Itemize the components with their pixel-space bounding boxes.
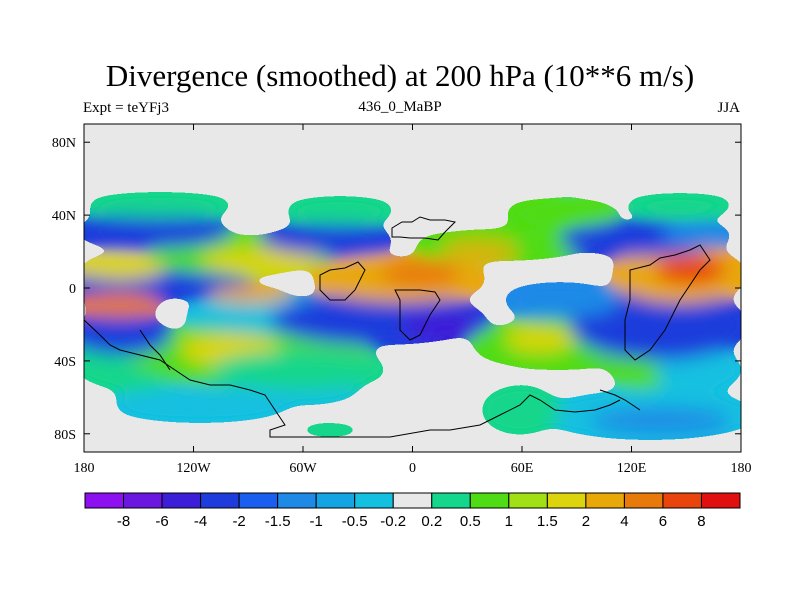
coastline bbox=[391, 216, 457, 241]
coastline bbox=[599, 389, 641, 411]
colorbar-label: -1 bbox=[310, 513, 323, 530]
field-feature bbox=[110, 387, 290, 423]
field-feature bbox=[200, 248, 320, 272]
lat-tick-label: 40S bbox=[54, 355, 76, 370]
colorbar-swatch bbox=[315, 492, 356, 509]
colorbar-swatch bbox=[585, 492, 625, 509]
colorbar-label: 1.5 bbox=[537, 513, 558, 530]
colorbar-swatch bbox=[123, 492, 163, 509]
colorbar-label: -4 bbox=[194, 513, 207, 530]
colorbar-label: 0.5 bbox=[460, 513, 481, 530]
coastline bbox=[624, 244, 711, 361]
colorbar-label: -0.2 bbox=[380, 513, 406, 530]
field-feature bbox=[590, 408, 730, 432]
colorbar-swatch bbox=[623, 492, 664, 509]
field-feature bbox=[500, 282, 620, 318]
colorbar-label: 1 bbox=[505, 513, 513, 530]
lon-tick-label: 120E bbox=[617, 461, 647, 476]
colorbar-swatch bbox=[546, 492, 587, 509]
colorbar-label: -8 bbox=[117, 513, 130, 530]
field-feature bbox=[84, 293, 160, 317]
lon-tick-label: 120W bbox=[176, 461, 211, 476]
lon-tick-label: 0 bbox=[409, 461, 416, 476]
field-feature bbox=[84, 216, 230, 248]
field-feature bbox=[480, 385, 560, 435]
colorbar-swatch bbox=[469, 492, 510, 509]
field-feature bbox=[84, 315, 170, 355]
colorbar-swatch bbox=[161, 492, 202, 509]
run-id-label: 436_0_MaBP bbox=[358, 99, 442, 115]
field-feature bbox=[280, 196, 400, 224]
field-feature bbox=[260, 226, 400, 254]
colorbar: -8 -6 -4 -2 -1.5 -1 -0.5 -0.2 0.2 0.5 1 1.5 2 4 6 8 bbox=[84, 492, 741, 530]
field-feature bbox=[84, 256, 165, 280]
field-feature bbox=[610, 178, 630, 186]
field-feature bbox=[440, 242, 520, 258]
colorbar-swatch bbox=[238, 492, 279, 509]
colorbar-swatch bbox=[431, 492, 471, 509]
field-feature bbox=[380, 263, 460, 287]
colorbar-label: 8 bbox=[697, 513, 705, 530]
plot-title: Divergence (smoothed) at 200 hPa (10**6 … bbox=[105, 58, 695, 93]
field-feature bbox=[505, 328, 575, 352]
lat-tick-label: 80N bbox=[52, 136, 76, 151]
coastline bbox=[394, 289, 441, 341]
field-feature bbox=[290, 422, 370, 438]
colorbar-swatch bbox=[84, 492, 125, 509]
lat-tick-label: 40N bbox=[52, 209, 76, 224]
colorbar-swatch bbox=[662, 492, 702, 509]
colorbar-swatch bbox=[508, 492, 548, 509]
colorbar-label: 4 bbox=[620, 513, 628, 530]
colorbar-label: 0.2 bbox=[421, 513, 442, 530]
coastline bbox=[319, 261, 366, 301]
lat-tick-label: 0 bbox=[69, 282, 76, 297]
colorbar-swatch bbox=[277, 492, 317, 509]
colorbar-label: 2 bbox=[582, 513, 590, 530]
lon-tick-label: 60W bbox=[289, 461, 317, 476]
colorbar-label: -2 bbox=[232, 513, 245, 530]
lat-tick-label: 80S bbox=[54, 428, 76, 443]
field-feature bbox=[655, 350, 741, 390]
latitude-axis: 80N 40N 0 40S 80S bbox=[52, 136, 741, 443]
field-feature bbox=[210, 350, 390, 390]
colorbar-swatch bbox=[200, 492, 240, 509]
field-feature bbox=[500, 198, 620, 226]
colorbar-label: -6 bbox=[155, 513, 168, 530]
field-feature bbox=[400, 311, 480, 339]
divergence-field bbox=[84, 175, 741, 440]
field-feature bbox=[620, 193, 740, 217]
colorbar-swatch bbox=[700, 492, 741, 509]
colorbar-swatch bbox=[392, 492, 433, 509]
season-label: JJA bbox=[717, 100, 740, 116]
colorbar-label: -1.5 bbox=[265, 513, 291, 530]
longitude-axis: 180 120W 60W 0 60E 120E 180 bbox=[74, 124, 752, 476]
field-feature bbox=[610, 352, 670, 388]
field-feature bbox=[210, 287, 290, 303]
colorbar-swatch bbox=[354, 492, 394, 509]
colorbar-label: 6 bbox=[659, 513, 667, 530]
experiment-label: Expt = teYFj3 bbox=[83, 100, 169, 116]
lon-tick-label: 180 bbox=[74, 461, 95, 476]
field-feature bbox=[558, 175, 582, 185]
colorbar-label: -0.5 bbox=[342, 513, 368, 530]
lon-tick-label: 180 bbox=[731, 461, 752, 476]
coastline bbox=[84, 319, 621, 438]
lon-tick-label: 60E bbox=[511, 461, 534, 476]
coastline bbox=[139, 329, 171, 371]
field-feature bbox=[660, 225, 740, 245]
field-feature bbox=[84, 192, 240, 218]
field-feature bbox=[655, 256, 725, 284]
coastlines bbox=[84, 216, 711, 438]
